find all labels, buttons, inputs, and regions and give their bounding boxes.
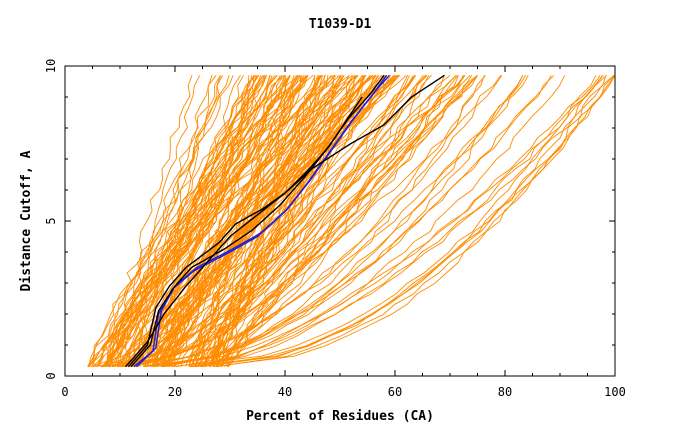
x-axis-label: Percent of Residues (CA) xyxy=(246,409,434,424)
x-tick-label: 100 xyxy=(604,385,626,399)
orange-series-line xyxy=(122,75,485,368)
orange-series-line xyxy=(117,75,241,368)
orange-series-line xyxy=(146,75,322,367)
orange-series-line xyxy=(161,75,524,368)
orange-series-line xyxy=(166,74,555,368)
orange-series-line xyxy=(117,74,428,368)
x-tick-label: 80 xyxy=(498,385,512,399)
orange-series-line xyxy=(101,75,257,368)
orange-series-line xyxy=(169,75,323,367)
orange-series-line xyxy=(201,75,616,368)
orange-series-line xyxy=(92,74,285,367)
orange-series-line xyxy=(162,75,298,367)
orange-series-line xyxy=(108,75,426,368)
y-tick-label: 10 xyxy=(44,59,58,73)
orange-series-line xyxy=(144,75,527,368)
orange-series-line xyxy=(198,75,297,367)
y-axis-label: Distance Cutoff, A xyxy=(19,150,34,291)
orange-series-line xyxy=(196,75,416,367)
orange-series-line xyxy=(130,75,502,368)
orange-series-line xyxy=(171,75,322,367)
orange-series-line xyxy=(109,75,213,367)
black-series-line xyxy=(127,96,363,368)
orange-series-line xyxy=(106,75,201,367)
orange-series-line xyxy=(218,75,473,367)
orange-series-line xyxy=(131,74,396,368)
orange-series-line xyxy=(135,74,457,368)
y-tick-label: 5 xyxy=(44,217,58,224)
orange-series-line xyxy=(226,75,478,367)
blue-series-line xyxy=(136,74,391,368)
y-tick-label: 0 xyxy=(44,372,58,379)
orange-series-line xyxy=(109,75,234,367)
orange-series-line xyxy=(101,75,430,368)
orange-series-line xyxy=(107,75,424,368)
orange-series-line xyxy=(144,75,503,368)
orange-series-line xyxy=(212,75,607,368)
orange-series-line xyxy=(162,75,552,368)
orange-series-line xyxy=(194,74,615,368)
orange-series-line xyxy=(212,75,329,367)
x-tick-label: 20 xyxy=(168,385,182,399)
orange-series-line xyxy=(213,75,478,367)
orange-series-layer xyxy=(87,74,616,368)
orange-series-line xyxy=(105,75,291,367)
orange-series-line xyxy=(143,75,267,367)
highlight-series-layer xyxy=(124,74,445,368)
orange-series-line xyxy=(152,75,486,368)
orange-series-line xyxy=(145,75,529,368)
orange-series-line xyxy=(215,75,364,367)
orange-series-line xyxy=(157,75,285,367)
orange-series-line xyxy=(189,74,608,368)
orange-series-line xyxy=(111,75,410,368)
x-tick-label: 60 xyxy=(388,385,402,399)
orange-series-line xyxy=(161,75,391,367)
orange-series-line xyxy=(133,75,223,367)
black-series-line xyxy=(124,74,445,368)
orange-series-line xyxy=(124,74,471,368)
orange-series-line xyxy=(150,75,358,368)
orange-series-line xyxy=(96,74,340,367)
chart-title: T1039-D1 xyxy=(309,17,372,32)
orange-series-line xyxy=(100,75,417,368)
orange-series-line xyxy=(154,75,262,367)
orange-series-line xyxy=(117,75,459,368)
orange-series-line xyxy=(88,75,301,367)
orange-series-line xyxy=(119,74,386,368)
orange-series-line xyxy=(163,75,319,367)
orange-series-line xyxy=(208,75,342,367)
orange-series-line xyxy=(163,75,524,368)
orange-series-line xyxy=(209,75,464,368)
orange-series-line xyxy=(104,75,230,367)
x-tick-label: 0 xyxy=(61,385,68,399)
orange-series-line xyxy=(111,75,308,367)
orange-series-line xyxy=(153,75,566,368)
orange-series-line xyxy=(106,74,305,367)
orange-series-line xyxy=(194,74,457,367)
x-tick-label: 40 xyxy=(278,385,292,399)
axis-ticks: 0 20 40 60 80 100 0 5 10 xyxy=(44,59,626,399)
orange-series-line xyxy=(215,75,616,368)
orange-series-line xyxy=(93,75,409,368)
orange-series-line xyxy=(195,75,601,368)
orange-series-line xyxy=(153,75,341,367)
